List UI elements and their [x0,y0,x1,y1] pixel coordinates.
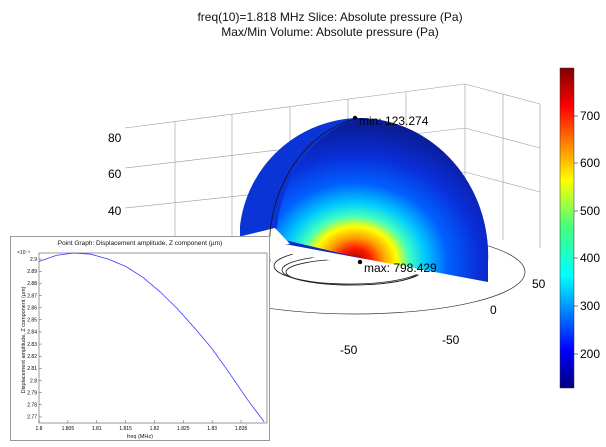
z-tick-60: 60 [108,167,122,181]
inset-y-tick-label: 2.9 [30,257,37,263]
inset-y-tick-label: 2.8 [30,378,37,384]
colorbar-tick-600: 600 [580,156,600,170]
inset-x-tick-label: 1.81 [92,426,102,432]
inset-y-tick-label: 2.83 [27,342,37,348]
plot-title-line1: freq(10)=1.818 MHz Slice: Absolute press… [197,10,463,24]
inset-y-tick-label: 2.87 [27,293,37,299]
colorbar-ticks [574,115,578,355]
z-tick-40: 40 [108,204,122,218]
inset-y-tick-label: 2.84 [27,330,37,336]
inset-x-tick-label: 1.835 [235,426,248,432]
inset-y-exponent: ×10⁻³ [17,250,30,256]
max-marker [357,259,363,265]
inset-x-axis-label: freq (MHz) [127,434,153,440]
min-marker [352,115,358,121]
inset-y-tick-label: 2.89 [27,269,37,275]
colorbar-tick-700: 700 [580,109,600,123]
inset-x-tick-label: 1.825 [177,426,190,432]
x-tick-50: 50 [532,277,546,291]
z-tick-80: 80 [108,131,122,145]
inset-plot-frame [38,252,268,424]
max-annotation: max: 798.429 [364,261,437,275]
floor-slice-edge [242,236,488,286]
inset-x-tick-label: 1.82 [150,426,160,432]
plot-title-line2: Max/Min Volume: Absolute pressure (Pa) [221,25,439,39]
inset-y-tick-label: 2.85 [27,318,37,324]
colorbar-tick-200: 200 [580,347,600,361]
inset-y-tick-label: 2.78 [27,403,37,409]
inset-x-tick-label: 1.815 [119,426,132,432]
x-tick-0: 0 [490,303,497,317]
inset-y-tick-label: 2.88 [27,281,37,287]
inset-x-tick-label: 1.8 [36,426,43,432]
inset-y-tick-label: 2.86 [27,305,37,311]
colorbar-tick-400: 400 [580,251,600,265]
inset-x-tick-label: 1.805 [62,426,75,432]
inset-series-line [38,252,265,423]
x-tick-neg50: -50 [442,333,460,347]
inset-x-tick-label: 1.83 [207,426,217,432]
inset-chart-svg: 2.9 2.89 2.88 2.87 2.86 2.85 2.84 2.83 2.82 2.81 2… [27,252,268,432]
colorbar-tick-300: 300 [580,299,600,313]
inset-title: Point Graph: Displacement amplitude, Z c… [57,240,223,247]
hemisphere-slice [240,117,489,282]
colorbar [559,67,575,389]
inset-y-tick-label: 2.82 [27,354,37,360]
inset-y-tick-label: 2.77 [27,415,37,421]
min-annotation: min: 123.274 [359,114,429,128]
inset-point-graph: Point Graph: Displacement amplitude, Z c… [10,236,270,441]
y-tick-neg50: -50 [340,343,358,357]
colorbar-tick-500: 500 [580,204,600,218]
inset-y-tick-label: 2.81 [27,366,37,372]
inset-y-tick-label: 2.79 [27,390,37,396]
